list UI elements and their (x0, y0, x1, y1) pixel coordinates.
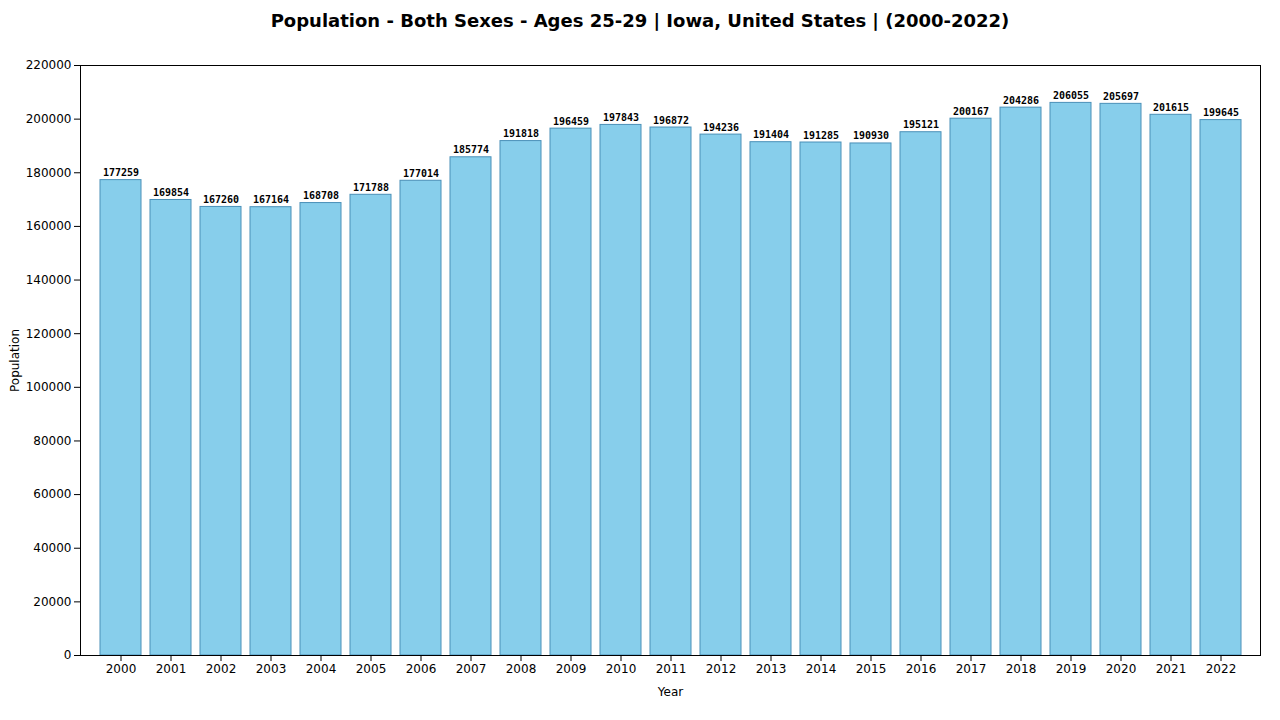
svg-text:100000: 100000 (26, 380, 72, 394)
svg-text:180000: 180000 (26, 166, 72, 180)
svg-text:177259: 177259 (103, 167, 139, 178)
svg-text:2014: 2014 (806, 662, 837, 676)
svg-text:2006: 2006 (406, 662, 437, 676)
svg-text:2022: 2022 (1206, 662, 1237, 676)
svg-text:2004: 2004 (306, 662, 337, 676)
svg-text:2018: 2018 (1006, 662, 1037, 676)
svg-text:2019: 2019 (1056, 662, 1087, 676)
svg-text:205697: 205697 (1103, 91, 1139, 102)
svg-text:191285: 191285 (803, 130, 839, 141)
svg-text:167260: 167260 (203, 194, 239, 205)
svg-text:197843: 197843 (603, 112, 639, 123)
svg-text:200000: 200000 (26, 112, 72, 126)
svg-text:194236: 194236 (703, 122, 739, 133)
svg-text:196459: 196459 (553, 116, 589, 127)
svg-text:2017: 2017 (956, 662, 987, 676)
svg-text:140000: 140000 (26, 273, 72, 287)
svg-text:190930: 190930 (853, 130, 889, 141)
svg-text:191404: 191404 (753, 129, 789, 140)
svg-text:2000: 2000 (106, 662, 137, 676)
svg-text:200167: 200167 (953, 106, 989, 117)
svg-text:167164: 167164 (253, 194, 289, 205)
svg-text:20000: 20000 (33, 595, 71, 609)
svg-text:199645: 199645 (1203, 107, 1239, 118)
svg-text:2016: 2016 (906, 662, 937, 676)
svg-text:2010: 2010 (606, 662, 637, 676)
svg-text:191818: 191818 (503, 128, 539, 139)
svg-text:195121: 195121 (903, 119, 939, 130)
svg-text:Year: Year (657, 685, 683, 699)
svg-text:201615: 201615 (1153, 102, 1189, 113)
svg-text:2005: 2005 (356, 662, 387, 676)
svg-text:2013: 2013 (756, 662, 787, 676)
svg-text:2003: 2003 (256, 662, 287, 676)
svg-text:204286: 204286 (1003, 95, 1039, 106)
svg-text:160000: 160000 (26, 219, 72, 233)
svg-text:169854: 169854 (153, 187, 189, 198)
svg-text:80000: 80000 (33, 434, 71, 448)
svg-text:60000: 60000 (33, 487, 71, 501)
html-text:Population - Both Sexes - Ages: Population - Both Sexes - Ages 25-29 | I… (270, 10, 1010, 31)
svg-text:171788: 171788 (353, 182, 389, 193)
svg-text:2011: 2011 (656, 662, 687, 676)
svg-text:2015: 2015 (856, 662, 887, 676)
svg-text:185774: 185774 (453, 144, 489, 155)
svg-text:120000: 120000 (26, 327, 72, 341)
svg-text:40000: 40000 (33, 541, 71, 555)
svg-text:Population: Population (8, 329, 22, 392)
svg-text:2007: 2007 (456, 662, 487, 676)
svg-text:2002: 2002 (206, 662, 237, 676)
svg-text:177014: 177014 (403, 168, 439, 179)
svg-text:206055: 206055 (1053, 90, 1089, 101)
svg-text:2020: 2020 (1106, 662, 1137, 676)
svg-text:2008: 2008 (506, 662, 537, 676)
svg-text:2001: 2001 (156, 662, 187, 676)
svg-text:2021: 2021 (1156, 662, 1187, 676)
svg-text:0: 0 (64, 648, 72, 662)
svg-text:2009: 2009 (556, 662, 587, 676)
svg-text:2012: 2012 (706, 662, 737, 676)
svg-text:168708: 168708 (303, 190, 339, 201)
svg-text:196872: 196872 (653, 115, 689, 126)
svg-text:220000: 220000 (26, 58, 72, 72)
